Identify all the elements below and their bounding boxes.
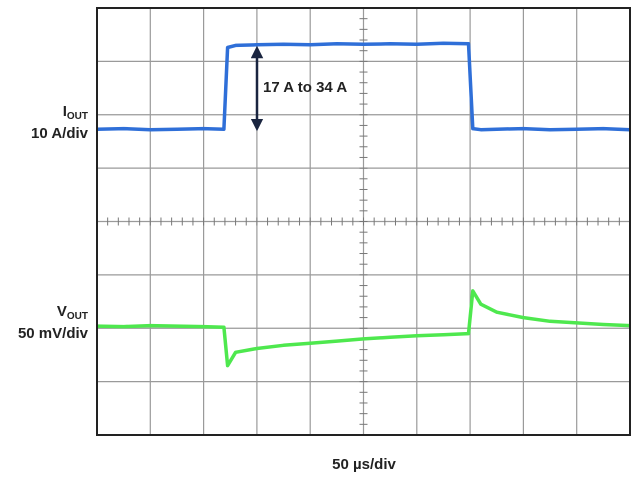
series-scale: 10 A/div (31, 125, 89, 142)
series-scale: 50 mV/div (18, 325, 89, 342)
series-label: VOUT (57, 303, 88, 322)
label-subscript: OUT (67, 111, 88, 122)
trace (96, 289, 631, 368)
x-axis-label: 50 µs/div (332, 456, 396, 473)
annotation: 17 A to 34 A (263, 79, 347, 96)
plot-frame (96, 7, 631, 436)
traces (96, 41, 631, 368)
grid (97, 8, 630, 435)
series-label: IOUT (63, 103, 88, 122)
label-main: V (57, 303, 67, 320)
label-main: I (63, 103, 67, 120)
label-subscript: OUT (67, 311, 88, 322)
trace (96, 41, 631, 132)
